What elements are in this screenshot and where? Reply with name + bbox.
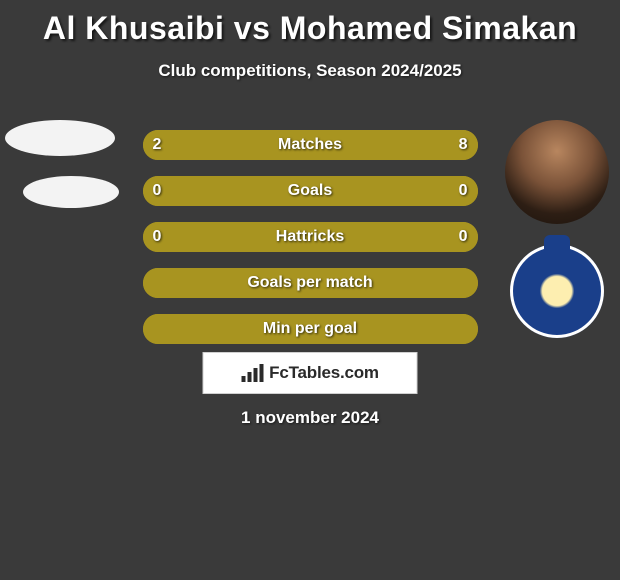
stat-value-left: 0 xyxy=(153,228,162,246)
stat-row: Hattricks 0 0 xyxy=(0,214,620,260)
page-title: Al Khusaibi vs Mohamed Simakan xyxy=(0,0,620,47)
stat-label: Goals per match xyxy=(247,274,372,292)
bars-icon xyxy=(241,364,263,382)
watermark-text: FcTables.com xyxy=(269,363,379,383)
stat-label: Min per goal xyxy=(263,320,357,338)
stat-rows: Matches 2 8 Goals 0 0 Hattricks 0 0 Goals per mat… xyxy=(0,122,620,352)
stat-bar: Goals 0 0 xyxy=(143,176,478,206)
watermark: FcTables.com xyxy=(203,352,418,394)
subtitle: Club competitions, Season 2024/2025 xyxy=(0,61,620,81)
bar-fill-right xyxy=(210,130,478,160)
stat-value-left: 0 xyxy=(153,182,162,200)
date: 1 november 2024 xyxy=(0,408,620,428)
comparison-card: Al Khusaibi vs Mohamed Simakan Club comp… xyxy=(0,0,620,580)
stat-row: Goals per match xyxy=(0,260,620,306)
stat-value-left: 2 xyxy=(153,136,162,154)
stat-bar: Goals per match xyxy=(143,268,478,298)
stat-row: Matches 2 8 xyxy=(0,122,620,168)
stat-label: Goals xyxy=(288,182,332,200)
stat-row: Min per goal xyxy=(0,306,620,352)
stat-bar: Matches 2 8 xyxy=(143,130,478,160)
stat-value-right: 8 xyxy=(459,136,468,154)
stat-bar: Min per goal xyxy=(143,314,478,344)
stat-label: Matches xyxy=(278,136,342,154)
stat-row: Goals 0 0 xyxy=(0,168,620,214)
stat-label: Hattricks xyxy=(276,228,344,246)
stat-value-right: 0 xyxy=(459,228,468,246)
stat-bar: Hattricks 0 0 xyxy=(143,222,478,252)
stat-value-right: 0 xyxy=(459,182,468,200)
